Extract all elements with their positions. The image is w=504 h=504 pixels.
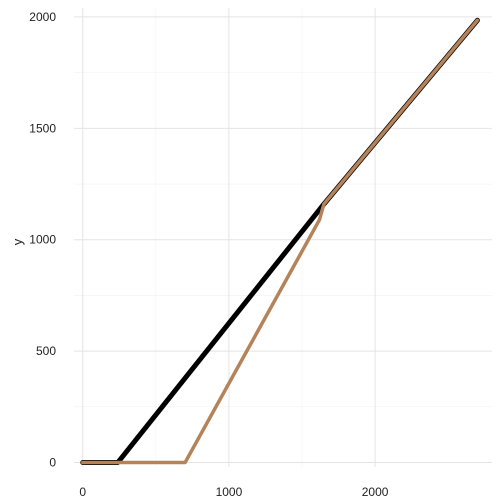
gridlines	[74, 8, 492, 467]
y-axis-label: y	[10, 238, 25, 245]
x-tick-label: 0	[79, 485, 86, 499]
y-tick-label: 0	[49, 456, 56, 470]
x-axis-ticks: 0 1000 2000	[79, 485, 388, 499]
y-tick-label: 2000	[29, 10, 56, 24]
x-tick-label: 2000	[362, 485, 389, 499]
series-line-2	[81, 18, 480, 465]
y-tick-label: 500	[36, 344, 56, 358]
y-axis-ticks: 0 500 1000 1500 2000	[29, 10, 56, 470]
series-lines	[80, 17, 480, 465]
y-tick-label: 1000	[29, 233, 56, 247]
x-tick-label: 1000	[216, 485, 243, 499]
y-tick-label: 1500	[29, 121, 56, 135]
